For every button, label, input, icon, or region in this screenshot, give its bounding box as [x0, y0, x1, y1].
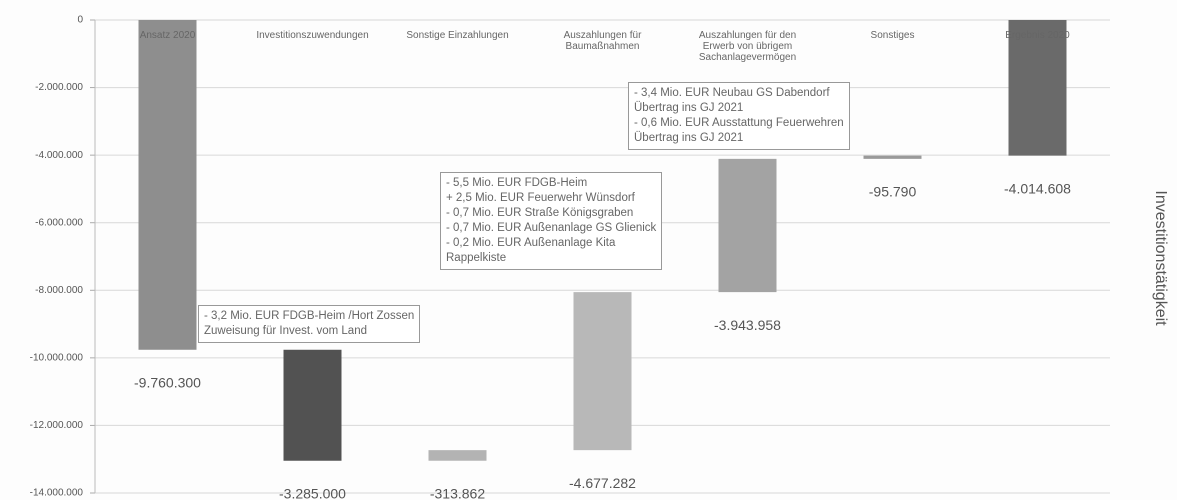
annotation-line: + 2,5 Mio. EUR Feuerwehr Wünsdorf: [446, 192, 635, 204]
x-tick-label: Ergebnis 2020: [1005, 30, 1070, 41]
x-tick-label: Auszahlungen für Baumaßnahmen: [563, 30, 642, 52]
annotation-line: - 0,2 Mio. EUR Außenanlage Kita: [446, 237, 616, 249]
bar: [283, 349, 342, 461]
annotation-box: - 5,5 Mio. EUR FDGB-Heim + 2,5 Mio. EUR F…: [440, 172, 663, 270]
annotation-line: Zuweisung für Invest. vom Land: [204, 325, 367, 337]
value-label: -3.943.958: [714, 317, 781, 333]
bar: [1008, 20, 1067, 156]
x-tick-label: Ansatz 2020: [139, 30, 196, 41]
y-tick-label: -2.000.000: [35, 82, 83, 93]
value-label: -4.677.282: [569, 475, 636, 491]
annotation-line: - 5,5 Mio. EUR FDGB-Heim: [446, 177, 588, 189]
annotation-box: - 3,2 Mio. EUR FDGB-Heim /Hort Zossen Zuw…: [198, 305, 421, 343]
y-tick-label: -14.000.000: [30, 488, 84, 499]
bar: [138, 20, 197, 350]
y-tick-label: -12.000.000: [30, 420, 84, 431]
x-tick-label: Auszahlungen für den Erwerb von übrigem …: [698, 30, 797, 63]
annotation-line: Übertrag ins GJ 2021: [634, 102, 744, 114]
annotation-line: Rappelkiste: [446, 252, 507, 264]
y-axis-title: Investitionstätigkeit: [1152, 190, 1169, 326]
value-label: -9.760.300: [134, 374, 201, 390]
bar: [863, 155, 922, 159]
x-tick-label: Sonstiges: [870, 30, 915, 41]
bar: [573, 292, 632, 451]
annotation-box: - 3,4 Mio. EUR Neubau GS Dabendorf Übertr…: [628, 82, 850, 150]
y-tick-label: -10.000.000: [30, 352, 84, 363]
y-tick-label: 0: [77, 15, 83, 26]
x-tick-label: Investitionszuwendungen: [256, 30, 369, 41]
value-label: -95.790: [869, 184, 917, 200]
annotation-line: - 0,6 Mio. EUR Ausstattung Feuerwehren: [634, 117, 844, 129]
x-tick-label: Sonstige Einzahlungen: [406, 30, 509, 41]
annotation-line: Übertrag ins GJ 2021: [634, 132, 744, 144]
annotation-line: - 0,7 Mio. EUR Straße Königsgraben: [446, 207, 634, 219]
annotation-line: - 3,2 Mio. EUR FDGB-Heim /Hort Zossen: [204, 310, 415, 322]
annotation-line: - 0,7 Mio. EUR Außenanlage GS Glienick: [446, 222, 657, 234]
y-tick-label: -6.000.000: [35, 217, 83, 228]
bar: [428, 450, 487, 461]
bar: [718, 158, 777, 293]
annotation-line: - 3,4 Mio. EUR Neubau GS Dabendorf: [634, 87, 830, 99]
y-tick-label: -8.000.000: [35, 285, 83, 296]
y-tick-label: -4.000.000: [35, 150, 83, 161]
value-label: -4.014.608: [1004, 180, 1071, 196]
value-label: -3.285.000: [279, 485, 346, 500]
value-label: -313.862: [430, 485, 485, 500]
